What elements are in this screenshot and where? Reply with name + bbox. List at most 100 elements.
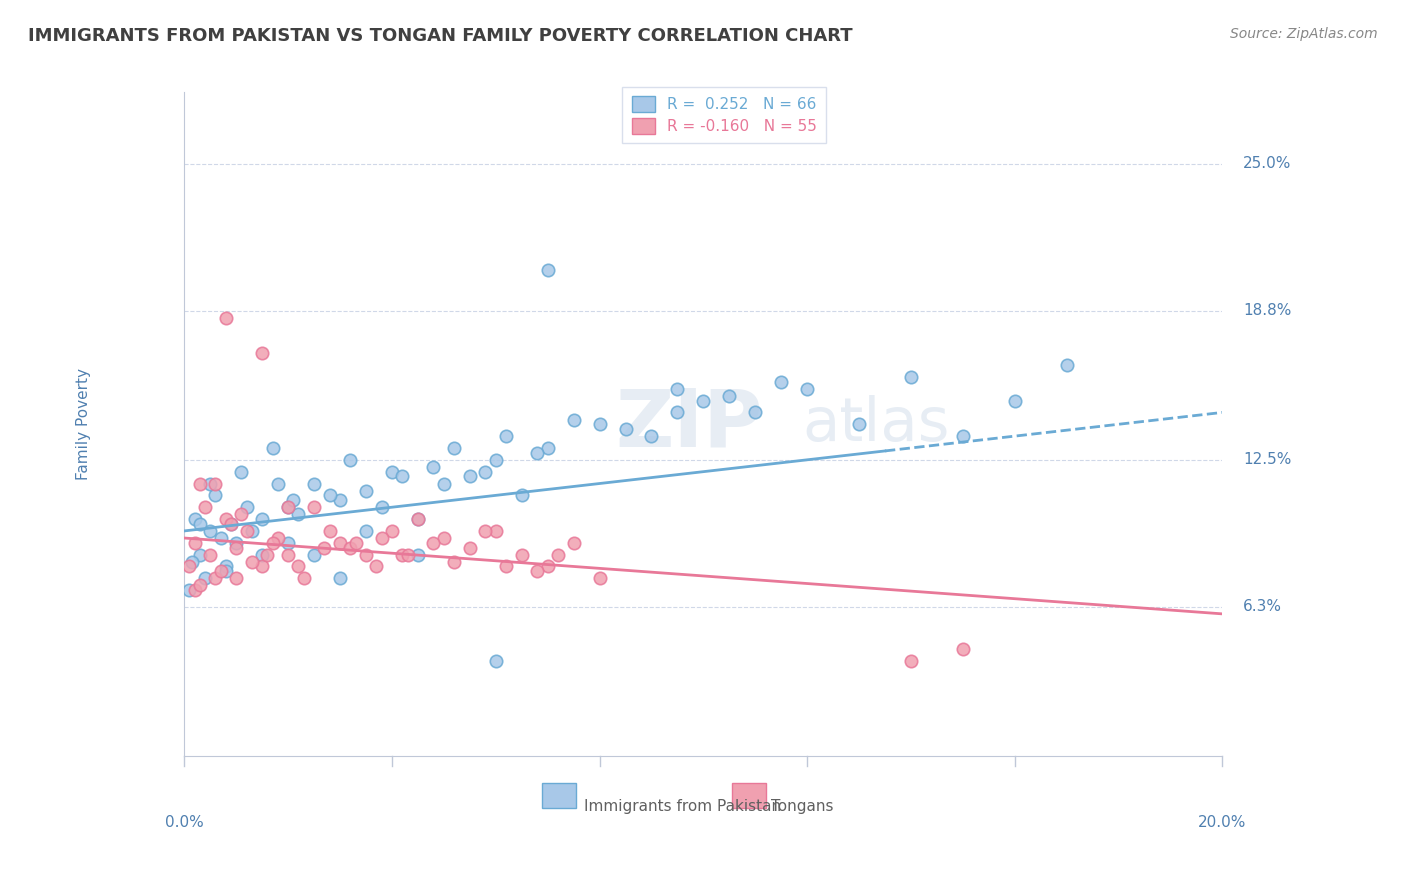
Point xyxy=(422,535,444,549)
Point xyxy=(256,548,278,562)
Point xyxy=(219,516,242,531)
Point xyxy=(900,654,922,668)
Point xyxy=(796,382,818,396)
Point xyxy=(495,429,517,443)
Point xyxy=(443,555,465,569)
Point xyxy=(344,535,367,549)
Point xyxy=(396,548,419,562)
Point xyxy=(188,578,211,592)
Text: 25.0%: 25.0% xyxy=(1243,156,1292,171)
Point xyxy=(204,488,226,502)
Text: 0.0%: 0.0% xyxy=(165,815,204,830)
Point xyxy=(744,405,766,419)
Point xyxy=(485,524,508,538)
Point xyxy=(329,571,352,585)
Point xyxy=(200,548,222,562)
Text: 18.8%: 18.8% xyxy=(1243,303,1292,318)
Point xyxy=(188,516,211,531)
FancyBboxPatch shape xyxy=(543,782,575,808)
Point xyxy=(200,524,222,538)
Point xyxy=(204,571,226,585)
Point xyxy=(194,571,217,585)
Point xyxy=(640,429,662,443)
Text: 20.0%: 20.0% xyxy=(1198,815,1247,830)
Point xyxy=(458,469,481,483)
Point xyxy=(215,310,238,325)
Point xyxy=(485,452,508,467)
Point xyxy=(240,524,263,538)
Point xyxy=(215,559,238,574)
Point xyxy=(250,559,273,574)
Point xyxy=(183,512,205,526)
Point xyxy=(588,571,610,585)
Point xyxy=(318,488,340,502)
Point xyxy=(204,476,226,491)
Point xyxy=(391,469,413,483)
Point xyxy=(219,516,242,531)
Point xyxy=(433,531,456,545)
Point xyxy=(240,555,263,569)
Point xyxy=(287,508,309,522)
Point xyxy=(235,524,257,538)
Point xyxy=(391,548,413,562)
Point xyxy=(188,548,211,562)
Point xyxy=(215,564,238,578)
Point xyxy=(181,555,204,569)
Point xyxy=(381,524,404,538)
Point xyxy=(318,524,340,538)
Point xyxy=(194,500,217,515)
Point xyxy=(1056,358,1078,372)
Point xyxy=(302,548,325,562)
Point xyxy=(183,535,205,549)
Point xyxy=(267,531,290,545)
Point xyxy=(225,541,247,555)
Point xyxy=(231,508,253,522)
Point xyxy=(292,571,315,585)
Point xyxy=(183,583,205,598)
Text: atlas: atlas xyxy=(801,395,949,454)
Point xyxy=(283,493,305,508)
Point xyxy=(537,263,560,277)
Point xyxy=(474,524,496,538)
Point xyxy=(200,476,222,491)
Point xyxy=(354,548,377,562)
Point xyxy=(666,382,689,396)
Point xyxy=(267,476,290,491)
Legend: R =  0.252   N = 66, R = -0.160   N = 55: R = 0.252 N = 66, R = -0.160 N = 55 xyxy=(623,87,825,144)
Point xyxy=(952,642,974,657)
Point xyxy=(510,548,533,562)
Point xyxy=(339,452,361,467)
Point xyxy=(209,564,232,578)
Point xyxy=(277,548,299,562)
Text: ZIP: ZIP xyxy=(614,385,762,463)
Point xyxy=(443,441,465,455)
Point xyxy=(277,535,299,549)
Point xyxy=(370,531,392,545)
Point xyxy=(179,559,201,574)
Point xyxy=(370,500,392,515)
Point xyxy=(510,488,533,502)
Point xyxy=(329,535,352,549)
Point xyxy=(225,571,247,585)
Point xyxy=(526,446,548,460)
Point xyxy=(406,548,429,562)
Point xyxy=(231,465,253,479)
Point xyxy=(562,412,585,426)
Point xyxy=(547,548,569,562)
Point xyxy=(277,500,299,515)
Point xyxy=(188,476,211,491)
Point xyxy=(433,476,456,491)
Point xyxy=(262,441,284,455)
Point xyxy=(1004,393,1026,408)
Point xyxy=(250,512,273,526)
Point xyxy=(179,583,201,598)
Point xyxy=(277,500,299,515)
Point xyxy=(354,483,377,498)
Point xyxy=(666,405,689,419)
Point xyxy=(474,465,496,479)
Point xyxy=(287,559,309,574)
Text: 12.5%: 12.5% xyxy=(1243,452,1292,467)
FancyBboxPatch shape xyxy=(733,782,766,808)
Point xyxy=(485,654,508,668)
Point xyxy=(215,512,238,526)
